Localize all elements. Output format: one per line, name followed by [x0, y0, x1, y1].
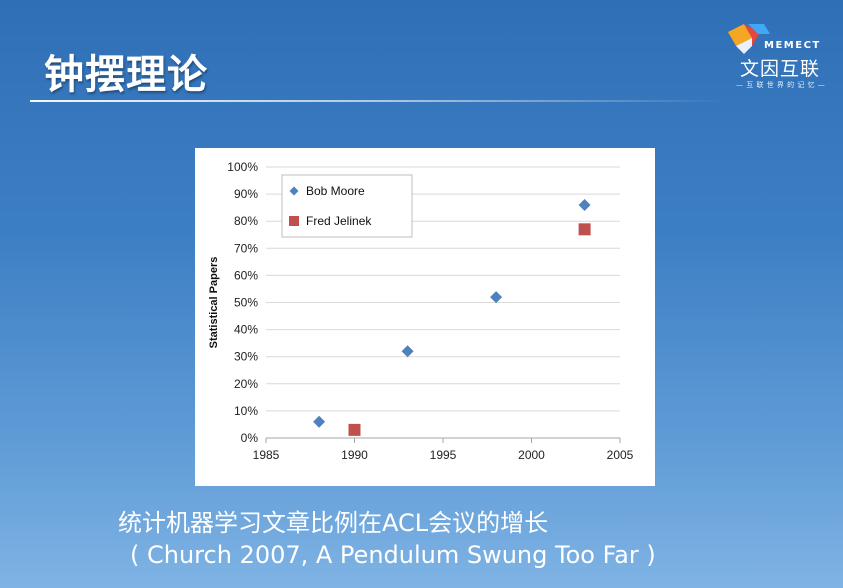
x-tick-label: 1985 — [253, 448, 280, 462]
y-tick-label: 90% — [234, 187, 258, 201]
x-tick-label: 2000 — [518, 448, 545, 462]
legend-marker-square — [289, 216, 299, 226]
y-tick-label: 70% — [234, 241, 258, 255]
slide-title: 钟摆理论 — [44, 52, 208, 98]
y-tick-label: 100% — [227, 160, 258, 174]
y-axis-title: Statistical Papers — [208, 257, 220, 349]
y-tick-label: 30% — [234, 350, 258, 364]
y-tick-label: 80% — [234, 214, 258, 228]
data-point-diamond — [490, 291, 503, 304]
logo-brand-text: MEMECT — [764, 40, 821, 51]
caption-line-1: 统计机器学习文章比例在ACL会议的增长 — [118, 509, 549, 537]
x-tick-label: 1995 — [430, 448, 457, 462]
legend-label: Fred Jelinek — [306, 214, 372, 228]
y-tick-label: 50% — [234, 296, 258, 310]
scatter-chart: 0% 10% 20% 30% 40% 50% 60% 70% 80% 90% 100% 1985 199… — [208, 160, 634, 462]
memect-logo: MEMECT 文因互联 — 互 联 世 界 的 记 忆 — — [718, 20, 830, 92]
y-tick-label: 0% — [241, 431, 259, 445]
caption-line-2: ( Church 2007, A Pendulum Swung Too Far … — [130, 541, 656, 569]
chart-panel: 0% 10% 20% 30% 40% 50% 60% 70% 80% 90% 100% 1985 199… — [195, 148, 655, 486]
data-point-diamond — [401, 345, 414, 358]
logo-tagline: — 互 联 世 界 的 记 忆 — — [736, 81, 826, 89]
legend-marker-diamond — [289, 186, 299, 196]
data-point-square — [348, 423, 361, 436]
data-point-diamond — [313, 415, 326, 428]
y-tick-label: 10% — [234, 404, 258, 418]
y-tick-label: 20% — [234, 377, 258, 391]
y-tick-label: 40% — [234, 323, 258, 337]
logo-name-cn: 文因互联 — [740, 58, 821, 80]
y-tick-label: 60% — [234, 268, 258, 282]
title-underline — [30, 100, 730, 102]
x-tick-label: 1990 — [341, 448, 368, 462]
logo-mark-icon — [728, 24, 770, 54]
data-point-diamond — [578, 198, 591, 211]
x-tick-label: 2005 — [607, 448, 634, 462]
legend-label: Bob Moore — [306, 184, 365, 198]
legend-box — [281, 174, 413, 238]
data-point-square — [578, 223, 591, 236]
